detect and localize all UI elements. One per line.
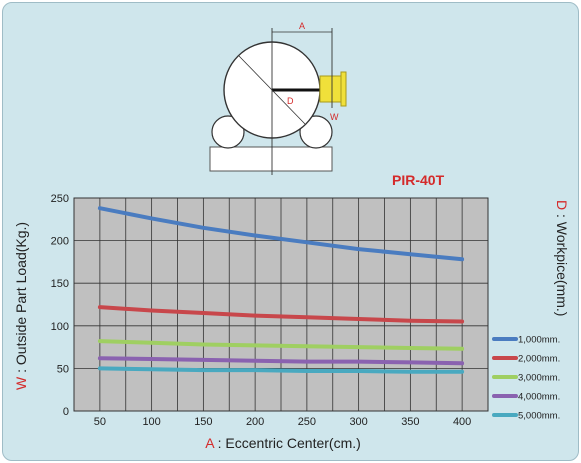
series-line — [97, 339, 465, 351]
diagram-load-plate — [340, 71, 347, 107]
diagram-base — [209, 146, 333, 172]
x-tick-label: 50 — [94, 416, 106, 428]
diagram-d-label: D — [287, 96, 294, 106]
x-tick-label: 150 — [194, 416, 212, 428]
y-tick-label: 150 — [51, 278, 69, 290]
diagram-d-dimension — [238, 55, 306, 125]
series-lines — [97, 206, 465, 374]
legend-entry: 3,000mm. — [518, 373, 560, 384]
diagram-load-block — [319, 75, 343, 103]
workpiece-diagram: A D W — [209, 21, 347, 175]
y-tick-label: 50 — [57, 363, 69, 375]
y-tick-label: 250 — [51, 193, 69, 205]
x-tick-label: 250 — [298, 416, 316, 428]
x-tick-label: 400 — [453, 416, 471, 428]
legend-title: D : Workpice(mm.) — [554, 200, 570, 316]
series-line — [97, 366, 465, 374]
x-tick-label: 350 — [401, 416, 419, 428]
x-tick-labels: 50 100 150 200 250 300 350 400 — [94, 416, 472, 428]
x-axis-title: A : Eccentric Center(cm.) — [205, 435, 361, 451]
legend-entry: 1,000mm. — [518, 335, 560, 346]
diagram-right-roller — [299, 115, 333, 149]
x-tick-label: 200 — [246, 416, 264, 428]
legend-entry: 5,000mm. — [518, 411, 560, 422]
y-axis-title: W : Outside Part Load(Kg.) — [13, 222, 29, 390]
series-line — [97, 356, 465, 366]
series-line — [97, 206, 465, 262]
x-tick-label: 300 — [349, 416, 367, 428]
diagram-left-roller — [211, 115, 245, 149]
diagram-w-label: W — [330, 112, 339, 122]
series-line — [97, 305, 465, 324]
diagram-a-label: A — [299, 21, 305, 31]
model-label: PIR-40T — [392, 172, 445, 188]
y-tick-label: 200 — [51, 236, 69, 248]
y-tick-labels: 0 50 100 150 200 250 — [51, 193, 69, 418]
y-tick-label: 0 — [63, 406, 69, 418]
legend: 1,000mm. 2,000mm. 3,000mm. 4,000mm. 5,000mm. — [492, 335, 560, 422]
legend-entry: 4,000mm. — [518, 392, 560, 403]
y-tick-label: 100 — [51, 321, 69, 333]
legend-entry: 2,000mm. — [518, 354, 560, 365]
x-tick-label: 100 — [142, 416, 160, 428]
